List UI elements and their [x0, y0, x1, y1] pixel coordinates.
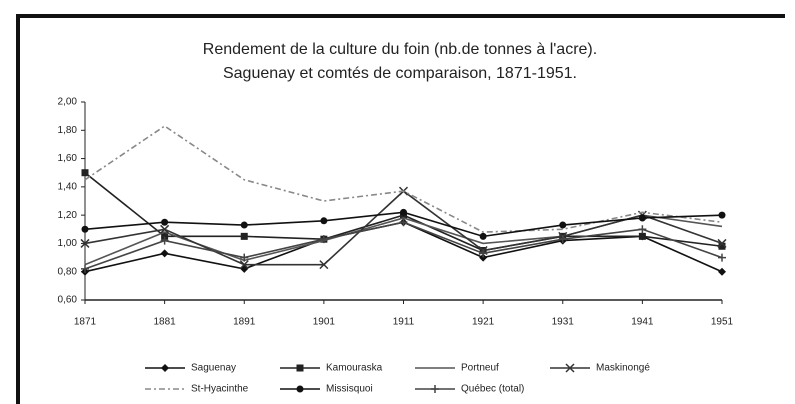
- marker: [296, 364, 304, 372]
- chart-title: Rendement de la culture du foin (nb.de t…: [203, 41, 597, 58]
- chart-subtitle: Saguenay et comtés de comparaison, 1871-…: [223, 65, 577, 82]
- marker: [638, 225, 647, 234]
- y-tick-label: 1,40: [58, 181, 78, 192]
- y-tick-label: 1,80: [58, 125, 78, 136]
- marker: [160, 249, 169, 258]
- marker: [240, 221, 248, 229]
- frame: [16, 14, 785, 404]
- legend-label: Saguenay: [191, 363, 236, 374]
- marker: [319, 260, 329, 270]
- marker: [717, 238, 727, 248]
- legend-label: Kamouraska: [326, 363, 383, 374]
- x-tick-label: 1921: [472, 317, 495, 328]
- marker: [240, 232, 248, 240]
- y-tick-label: 1,20: [58, 210, 78, 221]
- marker: [479, 249, 488, 258]
- y-tick-label: 2,00: [58, 97, 78, 108]
- marker: [479, 253, 488, 262]
- x-tick-label: 1931: [552, 317, 575, 328]
- x-tick-label: 1941: [631, 317, 654, 328]
- marker: [558, 235, 567, 244]
- y-tick-label: 0,80: [58, 266, 78, 277]
- marker: [80, 238, 90, 248]
- marker: [240, 253, 249, 262]
- marker: [81, 225, 89, 233]
- marker: [718, 211, 726, 219]
- y-tick-label: 1,60: [58, 153, 78, 164]
- marker: [400, 208, 407, 216]
- marker: [239, 260, 249, 270]
- x-tick-label: 1871: [74, 317, 97, 328]
- marker: [559, 221, 567, 229]
- y-tick-label: 1,00: [58, 238, 78, 249]
- marker: [638, 214, 646, 222]
- marker: [160, 224, 170, 234]
- marker: [161, 232, 169, 240]
- legend-label: Portneuf: [461, 363, 499, 374]
- y-tick-label: 0,60: [58, 295, 78, 306]
- marker: [718, 242, 726, 250]
- legend-label: St-Hyacinthe: [191, 384, 249, 395]
- legend-label: Missisquoi: [326, 384, 373, 395]
- marker: [160, 236, 169, 245]
- marker: [565, 363, 575, 373]
- x-tick-label: 1881: [154, 317, 177, 328]
- legend-label: Maskinongé: [596, 363, 650, 374]
- marker: [161, 364, 169, 372]
- marker: [638, 232, 646, 240]
- legend-label: Québec (total): [461, 384, 524, 395]
- x-tick-label: 1901: [313, 317, 336, 328]
- marker: [718, 253, 726, 262]
- marker: [81, 264, 89, 273]
- marker: [81, 169, 89, 177]
- marker: [320, 217, 328, 225]
- marker: [296, 385, 304, 393]
- marker: [399, 218, 408, 227]
- x-tick-label: 1911: [393, 317, 415, 328]
- x-tick-label: 1891: [233, 317, 256, 328]
- marker: [319, 235, 328, 244]
- x-tick-label: 1951: [711, 317, 734, 328]
- marker: [479, 232, 487, 240]
- marker: [431, 385, 439, 393]
- series-line: [84, 125, 723, 233]
- marker: [161, 218, 169, 226]
- marker: [718, 267, 726, 276]
